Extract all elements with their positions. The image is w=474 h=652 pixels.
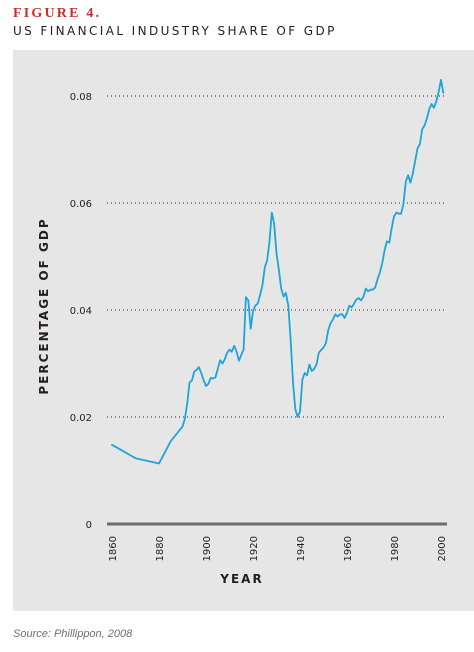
series-line — [111, 79, 445, 465]
x-tick-labels: 1860 1880 1900 1920 1940 1960 1980 2000 — [108, 536, 448, 561]
y-tick-label: 0 — [86, 520, 92, 531]
y-tick-label: 0.02 — [70, 413, 92, 424]
x-tick-label: 1860 — [108, 536, 119, 561]
x-tick-label: 1980 — [390, 536, 401, 561]
x-tick-label: 2000 — [437, 536, 448, 561]
gridlines — [107, 95, 447, 418]
chart-title: US FINANCIAL INDUSTRY SHARE OF GDP — [13, 24, 337, 38]
y-tick-label: 0.08 — [70, 92, 92, 103]
y-axis-title: PERCENTAGE OF GDP — [37, 217, 51, 394]
x-tick-label: 1940 — [296, 536, 307, 561]
y-tick-labels: 0 0.02 0.04 0.06 0.08 — [70, 92, 92, 531]
x-tick-label: 1920 — [249, 536, 260, 561]
y-tick-label: 0.06 — [70, 199, 92, 210]
figure-label: FIGURE 4. — [13, 6, 102, 21]
chart-panel — [13, 50, 474, 611]
x-tick-label: 1900 — [202, 536, 213, 561]
x-axis-title: YEAR — [219, 572, 263, 586]
x-tick-label: 1960 — [343, 536, 354, 561]
source-note: Source: Phillippon, 2008 — [13, 628, 133, 640]
y-tick-label: 0.04 — [70, 306, 92, 317]
x-tick-label: 1880 — [155, 536, 166, 561]
